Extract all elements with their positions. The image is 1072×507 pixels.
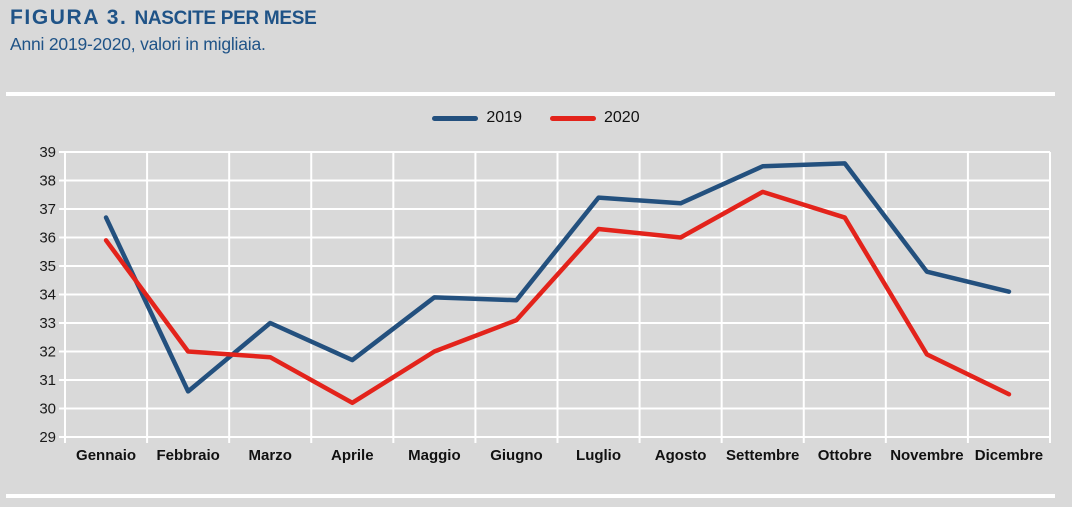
legend-line-sample-2019: [432, 115, 479, 121]
x-axis-label: Ottobre: [818, 447, 872, 464]
x-axis-label: Novembre: [890, 447, 963, 464]
x-axis-label: Gennaio: [76, 447, 136, 464]
bottom-separator-line: [6, 494, 1055, 498]
series-line-2020: [103, 189, 1012, 406]
y-axis-label: 33: [39, 315, 56, 332]
y-axis-label: 35: [39, 258, 56, 275]
y-axis-label: 36: [39, 230, 56, 247]
x-axis-label: Febbraio: [156, 447, 219, 464]
series-line-2019: [103, 161, 1012, 394]
figure-label: FIGURA 3.: [10, 6, 128, 29]
x-axis-label: Marzo: [249, 447, 292, 464]
y-axis-label: 29: [39, 429, 56, 446]
chart-legend: 2019 2020: [0, 109, 1072, 127]
top-separator-line: [6, 92, 1055, 96]
x-axis-label: Luglio: [576, 447, 621, 464]
legend-item-2020: 2020: [550, 109, 640, 127]
legend-label-2020: 2020: [604, 109, 640, 126]
x-axis-label: Agosto: [655, 447, 707, 464]
y-axis-label: 34: [39, 287, 56, 304]
y-axis-label: 30: [39, 401, 56, 418]
legend-label-2019: 2019: [486, 109, 522, 126]
x-axis-label: Aprile: [331, 447, 374, 464]
y-axis-label: 38: [39, 173, 56, 190]
legend-item-2019: 2019: [432, 109, 522, 127]
y-axis-label: 32: [39, 344, 56, 361]
figure-title: NASCITE PER MESE: [134, 8, 317, 29]
y-axis-label: 31: [39, 372, 56, 389]
y-axis-label: 37: [39, 201, 56, 218]
x-axis-label: Settembre: [726, 447, 799, 464]
y-axis-label: 39: [39, 144, 56, 161]
x-axis-label: Dicembre: [975, 447, 1043, 464]
x-axis-label: Giugno: [490, 447, 543, 464]
legend-line-sample-2020: [550, 115, 596, 121]
figure-subtitle: Anni 2019-2020, valori in migliaia.: [10, 34, 266, 54]
x-axis-label: Maggio: [408, 447, 461, 464]
figure-header: FIGURA 3. NASCITE PER MESE Anni 2019-2020…: [10, 6, 317, 55]
